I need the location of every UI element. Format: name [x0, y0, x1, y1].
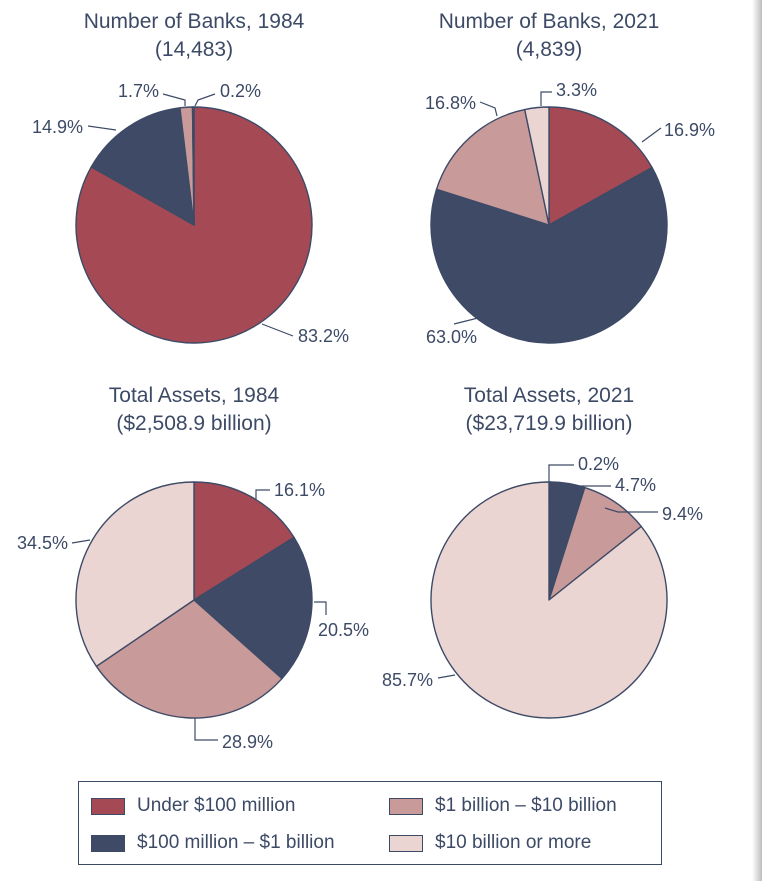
- data-label: 28.9%: [222, 732, 273, 752]
- leader-line: [314, 601, 327, 615]
- pie-slice-under_100m: [75, 106, 313, 344]
- data-label: 63.0%: [426, 327, 477, 347]
- chart-subtitle: ($2,508.9 billion): [116, 412, 271, 435]
- leader-line: [194, 93, 216, 107]
- leader-line: [604, 507, 658, 513]
- chart-subtitle: ($23,719.9 billion): [466, 412, 633, 435]
- pie-slice-m100_to_1b: [90, 107, 195, 226]
- legend-label: $1 billion – $10 billion: [435, 795, 617, 816]
- legend-swatch: [91, 834, 125, 852]
- data-label: 20.5%: [318, 620, 369, 640]
- leader-line: [548, 464, 574, 482]
- chart-title: Number of Banks, 2021: [439, 10, 660, 33]
- data-label: 0.2%: [578, 454, 619, 474]
- pie-slice-under_100m: [193, 481, 295, 601]
- pie-chart-1: Number of Banks, 1984 (14,483) 83.2% 14.9% 1…: [32, 10, 349, 346]
- pie-slice-under_100m: [548, 106, 653, 226]
- chart-title: Total Assets, 1984: [109, 384, 280, 407]
- data-label: 4.7%: [615, 475, 656, 495]
- legend-item-10b-plus: $10 billion or more: [389, 832, 591, 854]
- leader-line: [255, 489, 270, 500]
- data-label: 16.1%: [274, 480, 325, 500]
- legend-item-under-100m: Under $100 million: [91, 795, 295, 817]
- legend: Under $100 million $1 billion – $10 bill…: [78, 781, 662, 865]
- data-label: 3.3%: [556, 80, 597, 100]
- pie-charts: Number of Banks, 1984 (14,483) 83.2% 14.9% 1…: [17, 10, 715, 752]
- pie-slice-over_10b: [75, 481, 195, 668]
- data-label: 9.4%: [662, 504, 703, 524]
- data-label: 0.2%: [220, 81, 261, 101]
- legend-swatch: [389, 834, 423, 852]
- legend-swatch: [91, 797, 125, 815]
- chart-subtitle: (14,483): [155, 38, 233, 61]
- leader-line: [437, 674, 456, 679]
- legend-swatch: [389, 797, 423, 815]
- legend-label: Under $100 million: [137, 795, 296, 816]
- pie-slice-over_10b: [191, 106, 195, 226]
- chart-title: Total Assets, 2021: [464, 384, 634, 407]
- pie-chart-3: Total Assets, 1984 ($2,508.9 billion) 16.1…: [17, 384, 369, 752]
- data-label: 14.9%: [32, 117, 83, 137]
- leader-line: [194, 718, 218, 741]
- page-edge-shadow: [752, 0, 762, 881]
- leader-line: [261, 323, 294, 337]
- leader-line: [641, 127, 662, 143]
- leader-line: [565, 483, 611, 487]
- chart-title: Number of Banks, 1984: [84, 10, 305, 33]
- chart-subtitle: (4,839): [516, 38, 583, 61]
- pie-slice-over_10b: [430, 481, 668, 719]
- data-label: 83.2%: [298, 326, 349, 346]
- data-label: 16.9%: [664, 120, 715, 140]
- pie-chart-4: Total Assets, 2021 ($23,719.9 billion) 0.2…: [382, 384, 703, 719]
- data-label: 16.8%: [425, 93, 476, 113]
- pie-chart-2: Number of Banks, 2021 (4,839) 16.9% 63.0% 16…: [425, 10, 715, 347]
- legend-item-100m-1b: $100 million – $1 billion: [91, 832, 335, 854]
- pie-slice-m100_to_1b: [430, 166, 668, 344]
- leader-line: [453, 315, 487, 325]
- legend-label: $10 billion or more: [435, 832, 592, 853]
- leader-line: [71, 539, 91, 544]
- legend-item-1b-10b: $1 billion – $10 billion: [389, 795, 617, 817]
- pie-slice-b1_to_10b: [95, 599, 283, 719]
- leader-line: [479, 101, 498, 117]
- leader-line: [87, 125, 117, 131]
- data-label: 1.7%: [118, 81, 159, 101]
- pie-slice-over_10b: [524, 106, 550, 226]
- leader-line: [162, 93, 186, 106]
- data-label: 85.7%: [382, 670, 433, 690]
- leader-line: [540, 91, 552, 106]
- data-label: 34.5%: [17, 533, 68, 553]
- pie-slice-b1_to_10b: [435, 108, 550, 226]
- pie-slice-m100_to_1b: [193, 536, 313, 680]
- legend-label: $100 million – $1 billion: [137, 832, 335, 853]
